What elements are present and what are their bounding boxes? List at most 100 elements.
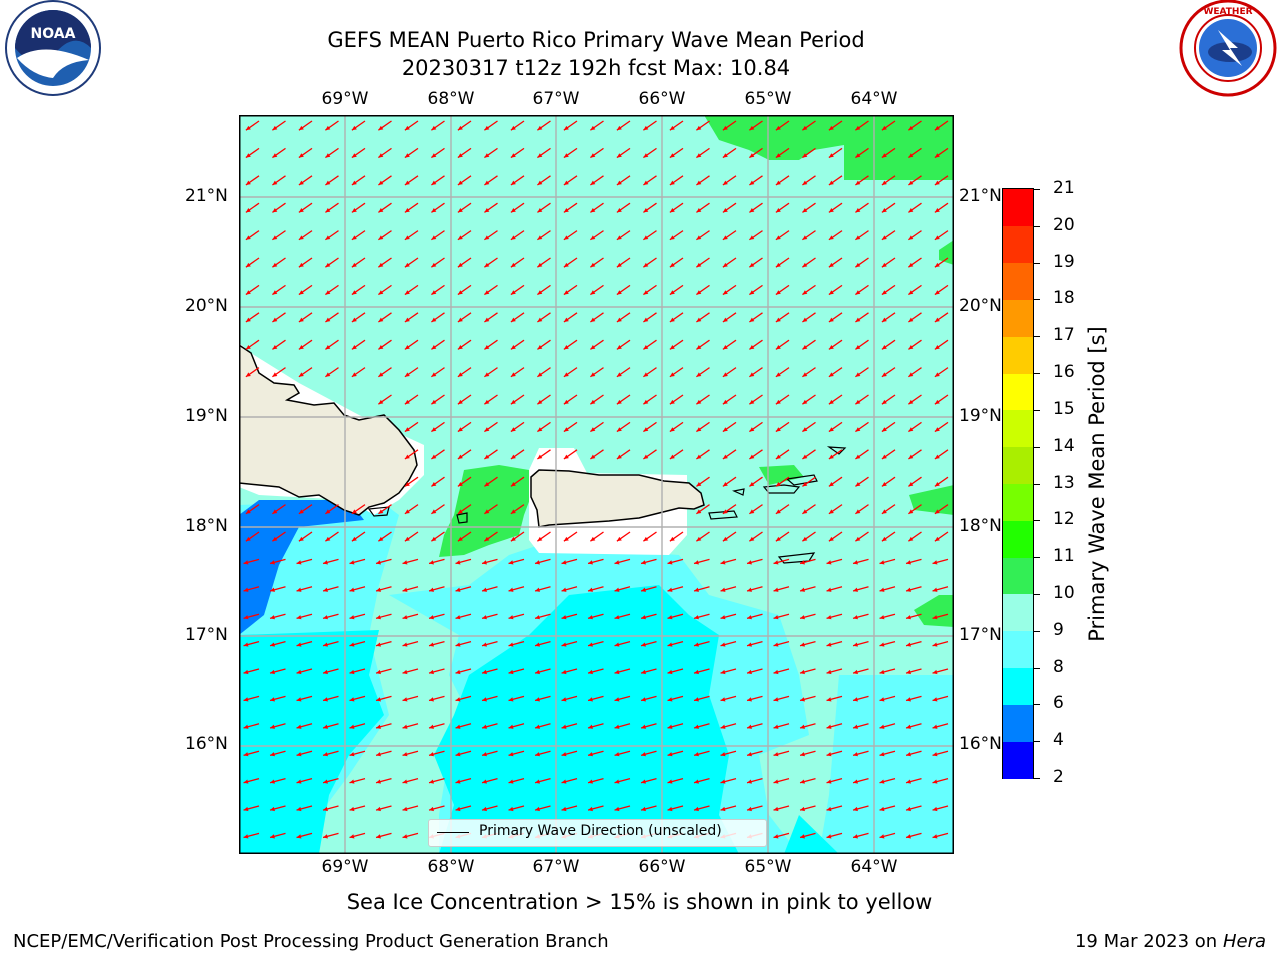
wave-arrow-head [272, 125, 278, 131]
saona-island [367, 506, 390, 517]
map-subtitle: 20230317 t12z 192h fcst Max: 10.84 [401, 56, 791, 80]
wave-arrow-head [773, 587, 779, 592]
wave-arrow-head [906, 806, 911, 812]
wave-arrow-head [376, 560, 381, 565]
wave-arrow-head [272, 317, 278, 322]
wave-arrow-head [802, 482, 808, 487]
wave-arrow-head [826, 834, 832, 839]
wave-arrow-head [245, 262, 251, 268]
wave-arrow-head [484, 482, 490, 487]
lon-tick-label: 64°W [850, 857, 898, 877]
wave-arrow-head [510, 536, 516, 542]
lon-tick-label: 69°W [321, 857, 369, 877]
wave-arrow-head [800, 560, 805, 565]
wave-arrow-head [881, 345, 887, 350]
wave-arrow-head [773, 560, 779, 565]
wave-arrow-head [696, 536, 702, 542]
wave-arrow-head [349, 697, 355, 702]
wave-arrow-head [243, 724, 249, 729]
colorbar-tick-label: 14 [1053, 435, 1075, 456]
wave-arrow-head [616, 427, 622, 432]
wave-arrow-head [908, 262, 914, 268]
wave-arrow-head [298, 509, 304, 514]
colorbar-segment [1003, 373, 1033, 411]
wave-arrow-head [508, 615, 514, 620]
wave-arrow-head [800, 587, 805, 592]
wave-arrow-head [561, 587, 567, 592]
wave-arrow-head [402, 615, 408, 620]
colorbar-tick-mark [1034, 704, 1040, 706]
colorbar-tick-mark [1034, 630, 1040, 632]
wave-arrow-head [614, 642, 620, 647]
wave-arrow-head [855, 235, 861, 240]
wave-arrow-head [457, 536, 463, 542]
wave-arrow-head [431, 536, 437, 542]
wave-arrow-head [881, 427, 887, 432]
wave-arrow-head [775, 399, 781, 405]
wave-arrow-head [561, 752, 567, 757]
wave-arrow-head [853, 615, 858, 620]
wave-arrow-head [378, 153, 384, 158]
wave-arrow-head [537, 153, 543, 158]
wave-arrow-head [855, 345, 861, 350]
wave-arrow-head [667, 587, 673, 592]
wave-arrow-head [561, 806, 567, 812]
wave-arrow-head [694, 587, 699, 592]
wave-arrow-head [508, 642, 514, 647]
wave-arrow-head [696, 427, 702, 432]
wave-arrow-head [588, 724, 593, 729]
wave-arrow-head [800, 752, 805, 757]
wave-arrow-head [272, 262, 278, 268]
wave-arrow-head [508, 806, 514, 812]
wave-arrow-head [402, 724, 408, 729]
wave-arrow-head [906, 779, 911, 784]
wave-arrow-head [510, 399, 516, 405]
wave-arrow-head [853, 724, 858, 729]
wave-arrow-head [643, 317, 649, 322]
wave-arrow-head [323, 587, 328, 592]
wave-arrow-head [561, 560, 567, 565]
wave-arrow-head [482, 669, 487, 675]
wave-arrow-head [826, 697, 832, 702]
wave-arrow-head [535, 587, 540, 592]
lat-tick-label: 16°N [185, 734, 228, 754]
colorbar-tick-label: 17 [1053, 325, 1075, 346]
wave-arrow-head [643, 262, 649, 268]
wave-arrow-head [376, 669, 381, 675]
wave-arrow-head [590, 345, 596, 350]
wave-arrow-head [431, 125, 437, 131]
colorbar-tick-label: 15 [1053, 398, 1075, 419]
wave-arrow-head [616, 290, 622, 295]
wave-arrow-head [720, 587, 726, 592]
wave-arrow-head [879, 752, 885, 757]
colorbar-tick-mark [1034, 446, 1040, 448]
wave-arrow-head [510, 235, 516, 240]
wave-arrow-head [773, 724, 779, 729]
wave-arrow-head [855, 509, 861, 514]
wave-arrow-head [349, 806, 355, 812]
wave-arrow-head [325, 509, 331, 514]
wave-arrow-head [881, 372, 887, 377]
wave-arrow-head [588, 587, 593, 592]
wave-arrow-head [694, 779, 699, 784]
wave-arrow-head [722, 262, 728, 268]
wave-arrow-head [828, 262, 834, 268]
wave-arrow-head [455, 615, 461, 620]
wave-arrow-head [325, 208, 331, 213]
wave-arrow-head [245, 153, 251, 158]
wave-arrow-head [669, 262, 675, 268]
wave-arrow-head [802, 509, 808, 514]
wave-arrow-head [826, 615, 832, 620]
wave-arrow-head [349, 560, 355, 565]
wave-arrow-head [298, 536, 304, 542]
wave-arrow-head [404, 509, 410, 514]
wave-arrow-head [563, 536, 569, 542]
lat-tick-label: 17°N [185, 625, 228, 645]
wave-arrow-head [749, 290, 755, 295]
wave-arrow-head [510, 208, 516, 213]
wave-arrow-head [323, 697, 328, 702]
wave-arrow-head [378, 317, 384, 322]
wave-arrow-head [855, 180, 861, 185]
wave-arrow-head [802, 208, 808, 213]
wave-arrow-head [908, 345, 914, 350]
